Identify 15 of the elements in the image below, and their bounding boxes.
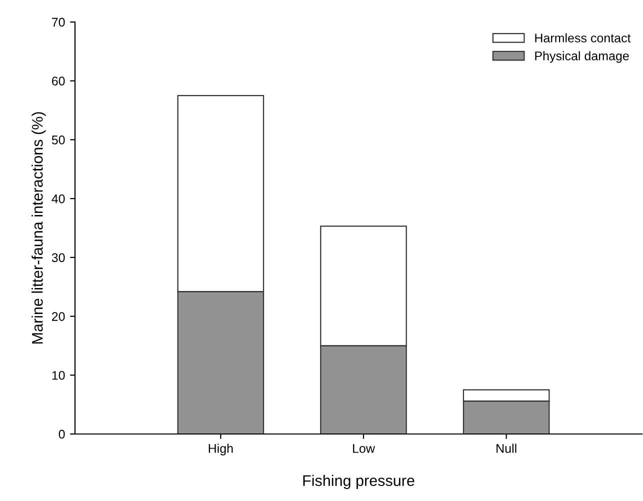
- y-tick-label: 40: [52, 194, 65, 204]
- x-tick-label: Low: [353, 444, 375, 453]
- x-tick-label: High: [208, 444, 233, 456]
- y-tick-label: 30: [52, 253, 65, 262]
- legend-label: Harmless contact: [535, 33, 631, 42]
- y-tick-label: 50: [52, 136, 65, 144]
- y-tick-label: 70: [52, 18, 65, 27]
- x-tick-label: Null: [496, 444, 516, 453]
- x-axis-title: Fishing pressure: [303, 474, 414, 490]
- y-tick-label: 10: [52, 370, 65, 380]
- legend-label: Physical damage: [535, 51, 629, 63]
- y-tick-label: 0: [58, 430, 65, 439]
- y-tick-label: 60: [52, 76, 65, 86]
- y-tick-label: 20: [52, 312, 65, 321]
- y-axis-title: Marine litter-fauna interactions (%): [32, 112, 46, 344]
